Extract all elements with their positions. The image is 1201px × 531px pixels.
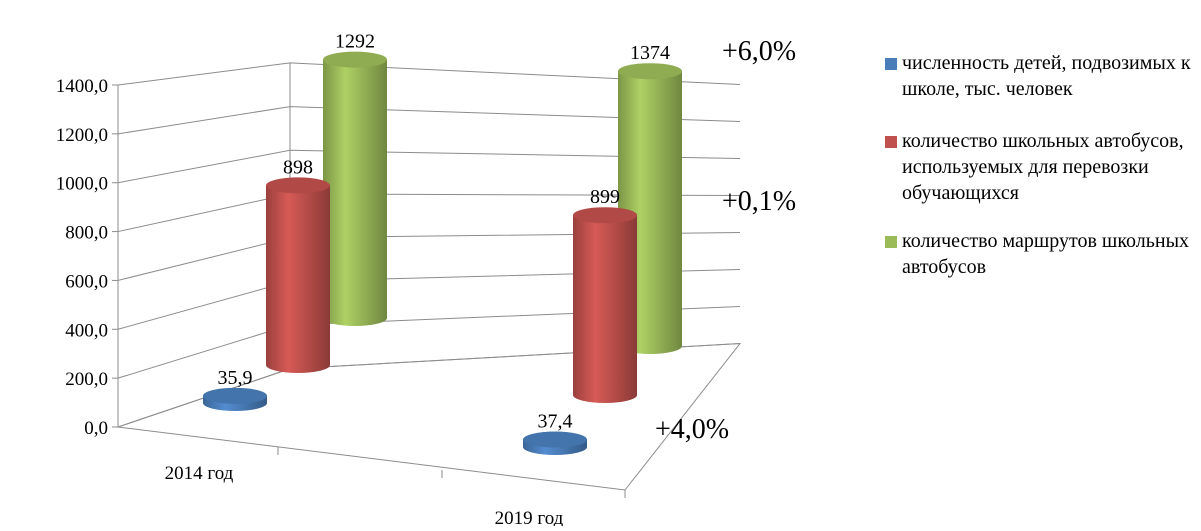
y-tick-label: 400,0	[65, 320, 108, 341]
annotation-routes-growth: +6,0%	[722, 36, 796, 67]
y-tick-label: 1400,0	[56, 76, 108, 97]
y-tick-label: 1200,0	[56, 125, 108, 146]
routes-2019-data-label: 1374	[630, 42, 670, 64]
routes-2019-cylinder-top	[618, 63, 682, 80]
buses-2014-data-label: 898	[283, 156, 313, 178]
children-2014-data-label: 35,9	[218, 367, 253, 389]
legend-swatch-blue	[885, 58, 897, 70]
y-tick-label: 1000,0	[56, 174, 108, 195]
legend-swatch-green	[885, 236, 897, 248]
annotation-buses-growth: +0,1%	[722, 186, 796, 217]
buses-2014-cylinder-top	[266, 177, 330, 194]
category-label: 2019 год	[495, 508, 564, 526]
y-tick-label: 600,0	[65, 271, 108, 292]
gridline	[117, 343, 741, 428]
routes-2014-cylinder-top	[323, 51, 387, 68]
buses-2019-cylinder-top	[573, 207, 637, 224]
buses-2014-cylinder	[266, 185, 330, 373]
buses-2019-cylinder	[573, 215, 637, 403]
category-label: 2014 год	[165, 463, 234, 484]
legend-swatch-red	[885, 136, 897, 148]
legend-label-buses: количество школьных автобусов, используе…	[902, 130, 1184, 204]
buses-2019-data-label: 899	[590, 186, 620, 208]
y-tick-label: 0,0	[84, 418, 108, 439]
y-tick-label: 200,0	[65, 369, 108, 390]
legend-item-routes: количество маршрутов школьных автобусов	[880, 228, 1200, 280]
annotation-children-growth: +4,0%	[655, 414, 729, 445]
legend: численность детей, подвозимых к школе, т…	[880, 50, 1200, 300]
legend-label-routes: количество маршрутов школьных автобусов	[902, 230, 1190, 278]
legend-label-children: численность детей, подвозимых к школе, т…	[902, 52, 1191, 100]
routes-2014-cylinder	[323, 59, 387, 326]
legend-item-buses: количество школьных автобусов, используе…	[880, 128, 1200, 206]
routes-2014-data-label: 1292	[335, 31, 375, 53]
children-2019-cylinder-top	[523, 431, 587, 448]
legend-item-children: численность детей, подвозимых к школе, т…	[880, 50, 1200, 102]
children-2019-data-label: 37,4	[538, 411, 573, 433]
y-tick-label: 800,0	[65, 223, 108, 244]
children-2014-cylinder-top	[203, 387, 267, 404]
